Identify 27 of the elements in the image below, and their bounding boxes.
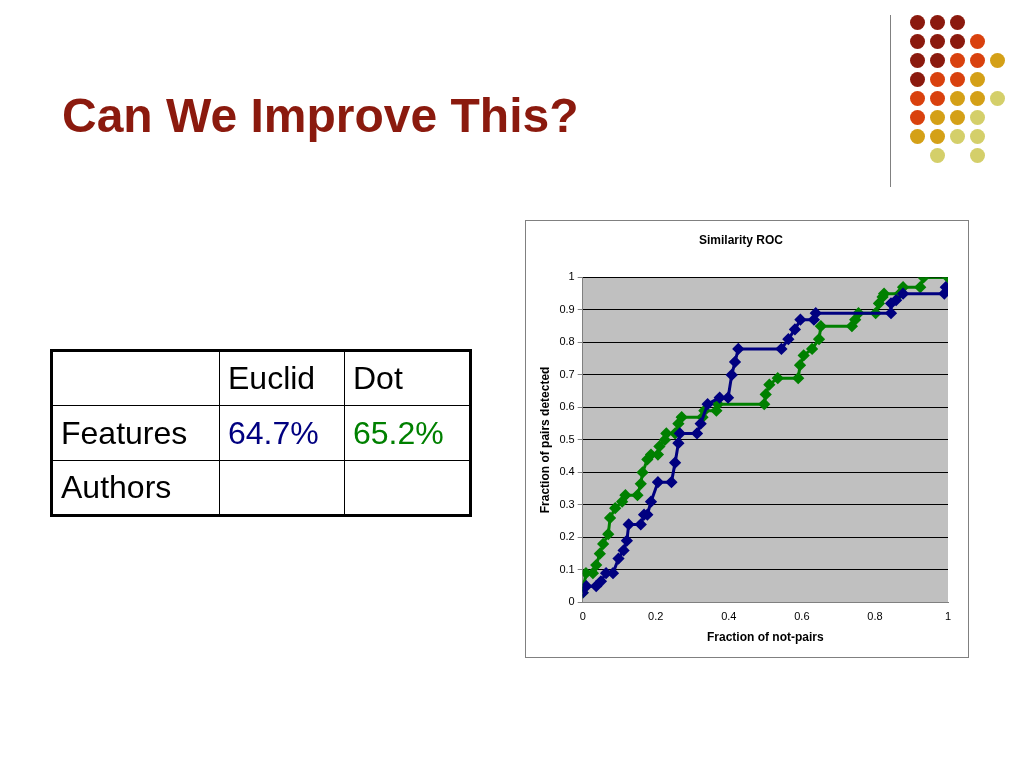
text: 65.2% xyxy=(353,414,444,451)
text: Dot xyxy=(353,360,403,396)
y-tick-label: 0.7 xyxy=(559,367,575,380)
x-tick-label: 0.4 xyxy=(721,610,737,623)
chart-title: Similarity ROC xyxy=(698,232,784,247)
y-tick-label: 0.2 xyxy=(559,530,575,543)
y-tick-label: 1 xyxy=(568,270,575,283)
y-tick-label: 0.5 xyxy=(559,432,575,445)
y-tick-label: 0.1 xyxy=(559,562,575,575)
x-tick-label: 0.2 xyxy=(648,610,664,623)
y-tick-label: 0.6 xyxy=(559,400,575,413)
y-tick-label: 0.9 xyxy=(559,302,575,315)
y-tick-label: 0.4 xyxy=(559,465,575,478)
x-tick-label: 0 xyxy=(579,610,586,623)
y-tick-label: 0 xyxy=(568,595,575,608)
x-tick-label: 1 xyxy=(944,610,952,623)
y-tick-label: 0.3 xyxy=(559,497,575,510)
y-tick-label: 0.8 xyxy=(559,335,575,348)
text: Features xyxy=(61,414,188,451)
y-axis-title: Fraction of pairs detected xyxy=(537,366,552,514)
x-axis-title: Fraction of not-pairs xyxy=(707,630,824,645)
x-tick-label: 0.8 xyxy=(867,610,883,623)
text: Authors xyxy=(61,469,172,505)
text: Can We Improve This? xyxy=(62,88,579,143)
text: Euclid xyxy=(228,360,316,396)
x-tick-label: 0.6 xyxy=(794,610,810,623)
text: 64.7% xyxy=(228,414,319,451)
